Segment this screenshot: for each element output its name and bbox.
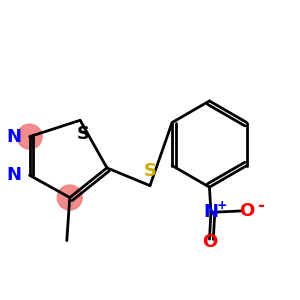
Text: O: O	[202, 233, 217, 251]
Text: N: N	[7, 128, 22, 146]
Text: S: S	[76, 125, 90, 143]
Text: +: +	[217, 200, 227, 212]
Text: N: N	[7, 166, 22, 184]
Text: S: S	[143, 162, 157, 180]
Text: -: -	[257, 197, 264, 215]
Text: O: O	[240, 202, 255, 220]
Circle shape	[17, 124, 42, 149]
Circle shape	[57, 185, 82, 210]
Text: N: N	[203, 203, 218, 221]
